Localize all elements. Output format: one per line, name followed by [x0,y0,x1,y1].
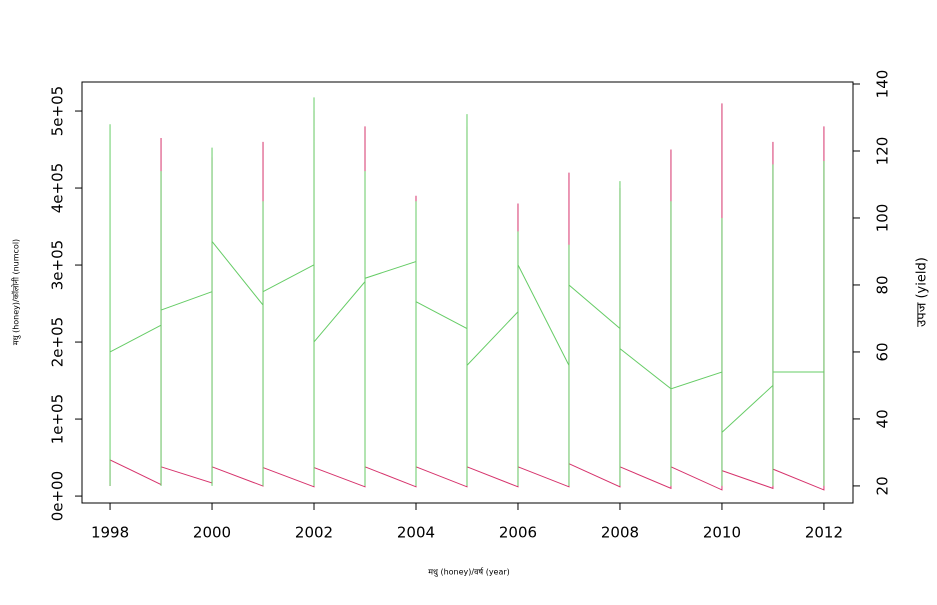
y-axis-label: मधु (honey)/कॉलोनी (numcol) [11,239,22,345]
x-tick-label: 2008 [601,524,639,542]
y-tick-label: 0e+00 [49,471,67,521]
x-tick-label: 2002 [295,524,333,542]
y-tick-label: 5e+05 [49,86,67,136]
y-tick-label: 3e+05 [49,240,67,290]
x-tick-label: 2012 [805,524,843,542]
x-tick-label: 2006 [499,524,537,542]
x-tick-label: 2004 [397,524,435,542]
x-tick-label: 2010 [703,524,741,542]
x-tick-label: 1998 [91,524,129,542]
y2-tick-label: 40 [874,409,892,428]
y-tick-label: 4e+05 [49,163,67,213]
y2-axis-label: उपज (yield) [915,257,930,327]
y2-tick-label: 20 [874,476,892,495]
y2-tick-label: 120 [874,137,892,166]
y2-tick-label: 60 [874,342,892,361]
x-tick-label: 2000 [193,524,231,542]
series-line [109,97,825,486]
y2-tick-label: 140 [874,70,892,99]
plot-box [81,81,854,504]
y2-tick-label: 100 [874,204,892,233]
y-tick-label: 2e+05 [49,317,67,367]
y2-tick-label: 80 [874,275,892,294]
y-tick-label: 1e+05 [49,394,67,444]
x-axis-label: मधु (honey)/वर्ष (year) [428,567,510,578]
